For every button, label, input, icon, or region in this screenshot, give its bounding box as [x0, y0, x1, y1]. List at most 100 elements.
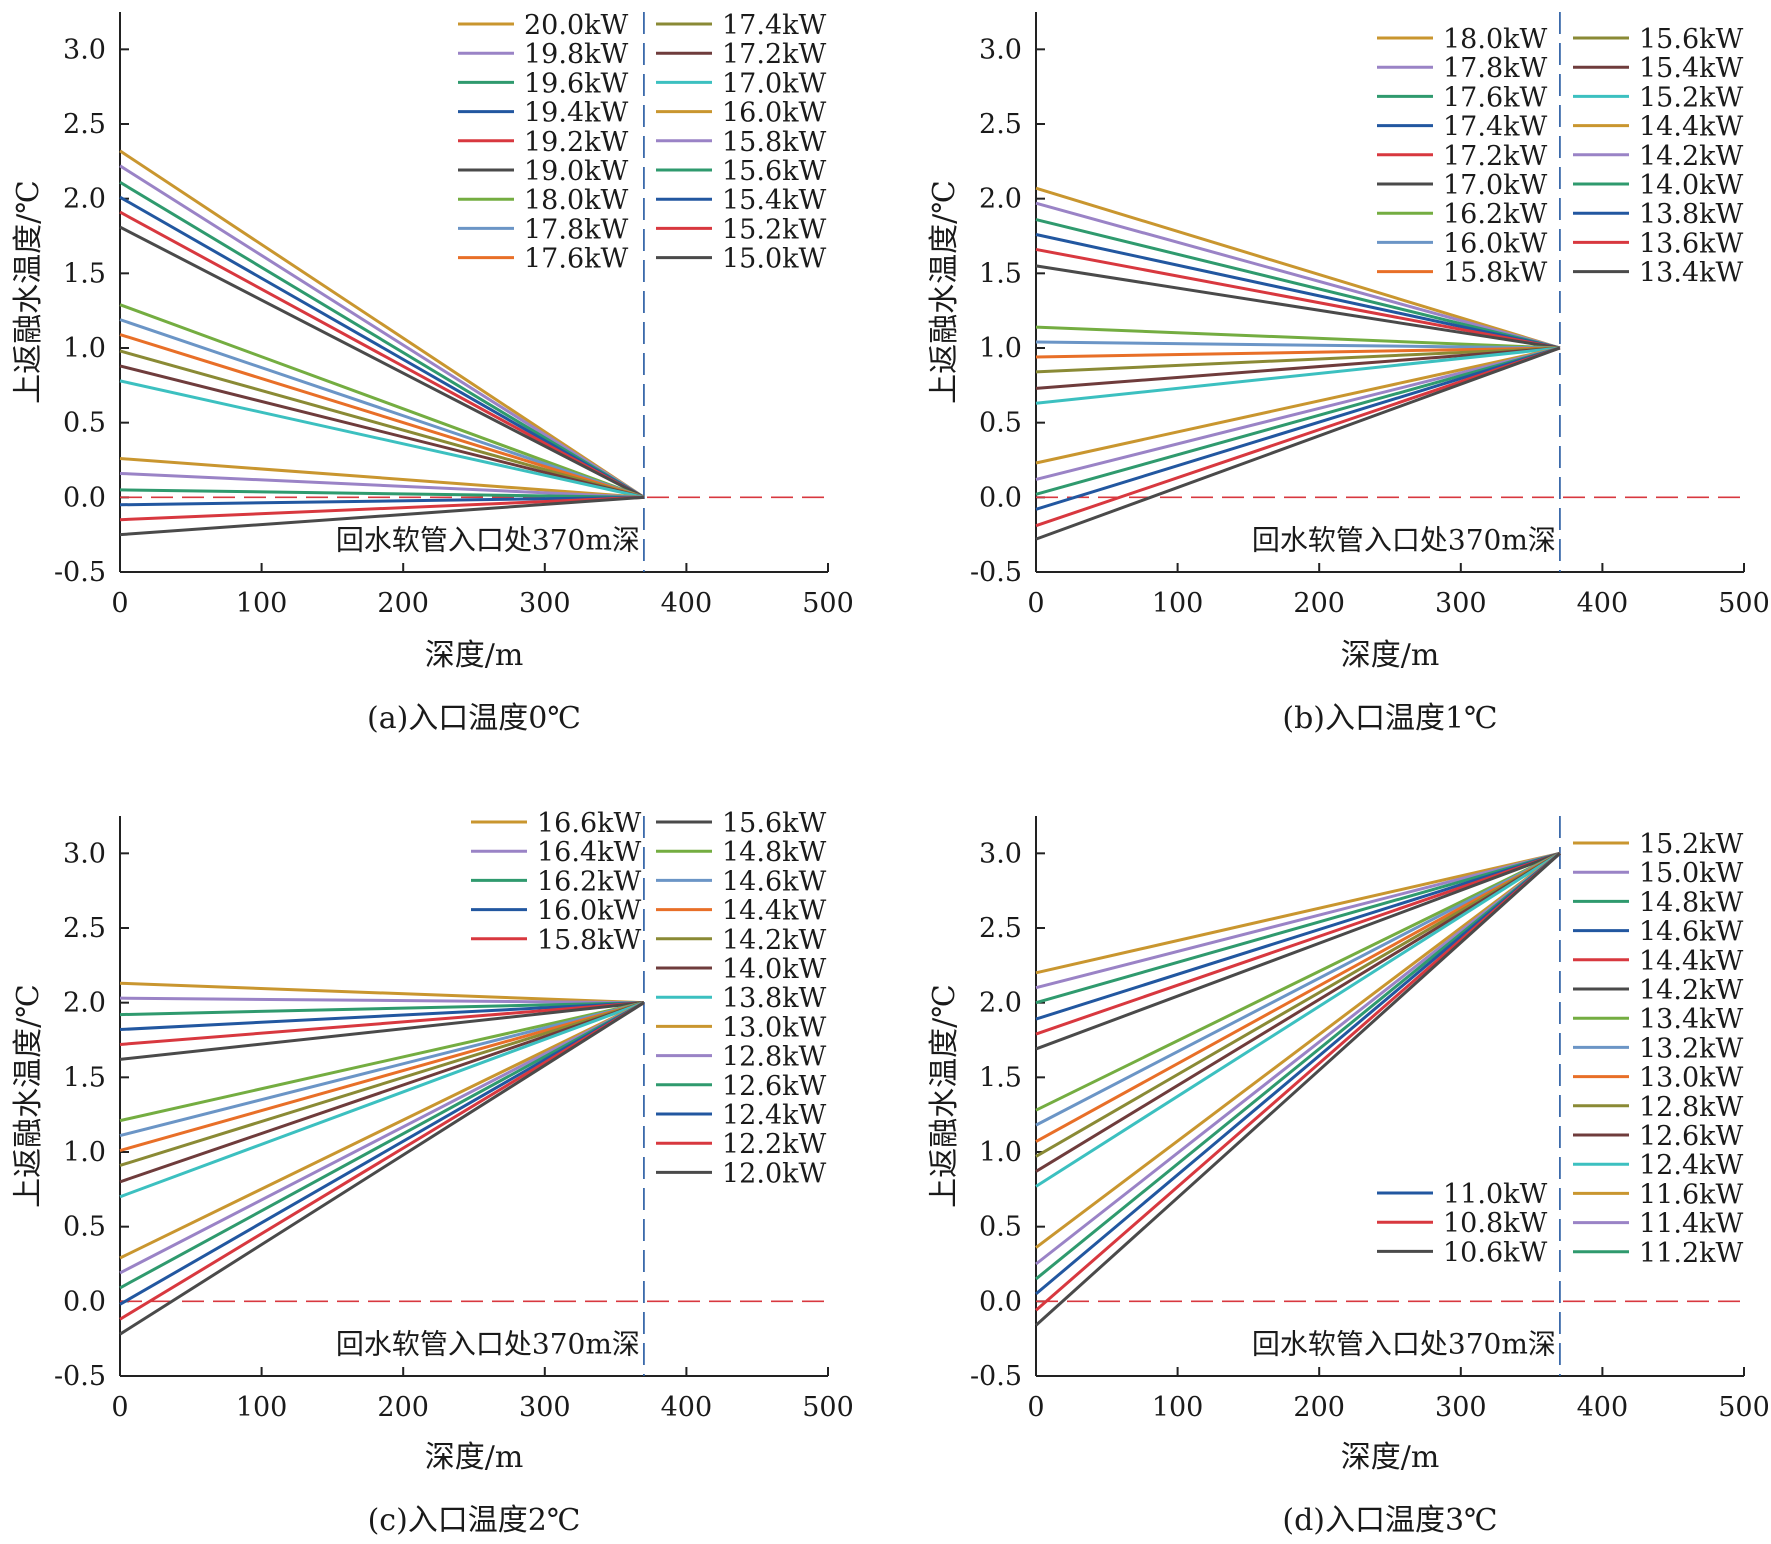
series-line-13.6kW: [1035, 346, 1561, 528]
legend-label: 15.8kW: [1443, 258, 1547, 289]
legend-label: 16.6kW: [537, 808, 641, 839]
x-axis-label: 深度/m: [425, 1440, 524, 1475]
series-line-12.4kW: [119, 1001, 645, 1306]
legend-label: 17.6kW: [1443, 82, 1547, 113]
series-line-19.6kW: [119, 180, 645, 499]
y-tick-label: 0.5: [979, 1212, 1022, 1243]
series-line-12.4kW: [1035, 852, 1561, 1188]
y-tick-label: -0.5: [54, 1361, 106, 1392]
y-tick-label: 2.0: [63, 988, 106, 1019]
legend-label: 11.0kW: [1443, 1179, 1547, 1210]
legend-label: 16.0kW: [722, 98, 826, 129]
series-line-15.2kW: [1035, 851, 1561, 975]
series-line-13.4kW: [1035, 851, 1561, 1112]
legend-label: 12.8kW: [722, 1042, 826, 1073]
series-line-19.2kW: [119, 210, 645, 499]
legend-label: 14.8kW: [1639, 887, 1743, 918]
depth-annotation: 回水软管入口处370m深: [336, 1327, 640, 1360]
series-line-14.4kW: [1035, 346, 1561, 465]
legend-label: 18.0kW: [524, 185, 628, 216]
series-line-12.8kW: [119, 1001, 645, 1275]
legend-label: 15.6kW: [1639, 24, 1743, 55]
x-tick-label: 300: [1435, 588, 1487, 619]
series-line-17.2kW: [119, 364, 645, 499]
legend-label: 12.6kW: [722, 1071, 826, 1102]
series-line-19.8kW: [119, 164, 645, 499]
y-tick-label: 2.0: [979, 184, 1022, 215]
y-tick-label: 1.5: [979, 1062, 1022, 1093]
x-tick-label: 400: [661, 588, 713, 619]
legend-label: 15.4kW: [722, 185, 826, 216]
x-tick-label: 400: [661, 1392, 713, 1423]
x-tick-label: 100: [236, 1392, 288, 1423]
series-line-14.2kW: [1035, 851, 1561, 1051]
legend-label: 17.2kW: [1443, 141, 1547, 172]
series-line-17.8kW: [1035, 201, 1561, 350]
y-tick-label: 2.5: [979, 109, 1022, 140]
y-tick-label: -0.5: [970, 557, 1022, 588]
series-line-14.6kW: [119, 1001, 645, 1138]
legend-label: 15.2kW: [1639, 829, 1743, 860]
y-axis-label: 上返融水温度/℃: [11, 984, 46, 1208]
y-tick-label: 2.0: [63, 184, 106, 215]
series-line-15.6kW: [119, 1001, 645, 1061]
legend-label: 10.8kW: [1443, 1208, 1547, 1239]
y-tick-label: 2.0: [979, 988, 1022, 1019]
series-line-16.0kW: [119, 1001, 644, 1032]
series-line-15.4kW: [119, 495, 644, 507]
legend-label: 14.2kW: [722, 925, 826, 956]
legend-column-2: 15.2kW15.0kW14.8kW14.6kW14.4kW14.2kW13.4…: [1573, 829, 1743, 1269]
series-line-15.0kW: [1035, 851, 1561, 990]
y-tick-label: 3.0: [63, 34, 106, 65]
series-line-17.0kW: [119, 379, 645, 499]
x-tick-label: 400: [1577, 588, 1629, 619]
legend-label: 15.8kW: [537, 925, 641, 956]
series-line-13.2kW: [1035, 852, 1561, 1127]
legend-label: 13.4kW: [1639, 258, 1743, 289]
legend-label: 15.2kW: [722, 214, 826, 245]
series-line-14.0kW: [1035, 346, 1561, 496]
y-axis-label: 上返融水温度/℃: [11, 180, 46, 404]
legend-label: 15.6kW: [722, 808, 826, 839]
series-line-15.8kW: [119, 471, 644, 499]
series-line-15.2kW: [1035, 346, 1561, 405]
legend-label: 11.2kW: [1639, 1238, 1743, 1269]
y-tick-label: -0.5: [970, 1361, 1022, 1392]
legend-label: 19.2kW: [524, 127, 628, 158]
legend-label: 19.0kW: [524, 156, 628, 187]
x-axis-label: 深度/m: [425, 638, 524, 673]
series-line-19.0kW: [119, 225, 645, 499]
legend-label: 11.4kW: [1639, 1209, 1743, 1240]
legend-label: 15.2kW: [1639, 82, 1743, 113]
series-line-16.6kW: [119, 981, 644, 1005]
y-tick-label: -0.5: [54, 557, 106, 588]
legend-label: 17.4kW: [722, 10, 826, 41]
series-line-13.8kW: [1035, 346, 1561, 511]
legend-label: 13.0kW: [722, 1012, 826, 1043]
legend-label: 12.0kW: [722, 1158, 826, 1189]
series-line-14.4kW: [119, 1001, 645, 1152]
legend-label: 13.8kW: [722, 983, 826, 1014]
legend-label: 11.6kW: [1639, 1179, 1743, 1210]
x-axis-label: 深度/m: [1341, 1440, 1440, 1475]
x-tick-label: 100: [1152, 1392, 1204, 1423]
legend-column-1: 20.0kW19.8kW19.6kW19.4kW19.2kW19.0kW18.0…: [458, 10, 628, 275]
legend-label: 17.8kW: [1443, 53, 1547, 84]
legend-label: 14.6kW: [722, 866, 826, 897]
chart-panel-b: 0 100 200 300 400 500 -0.5 0.0 0.5 1.0 1.5 2.0 2.5 3.…: [927, 12, 1770, 736]
legend-label: 12.2kW: [722, 1129, 826, 1160]
legend-column-2: 15.6kW15.4kW15.2kW14.4kW14.2kW14.0kW13.8…: [1573, 24, 1743, 289]
legend-label: 14.0kW: [1639, 170, 1743, 201]
y-tick-label: 2.5: [979, 913, 1022, 944]
x-tick-label: 500: [1718, 588, 1770, 619]
x-tick-label: 0: [111, 588, 128, 619]
y-tick-label: 2.5: [63, 109, 106, 140]
series-line-14.8kW: [1035, 851, 1561, 1005]
y-tick-label: 0.0: [63, 1286, 106, 1317]
legend-label: 13.2kW: [1639, 1033, 1743, 1064]
series-line-12.8kW: [1035, 852, 1561, 1158]
y-tick-label: 2.5: [63, 913, 106, 944]
legend-label: 14.8kW: [722, 837, 826, 868]
